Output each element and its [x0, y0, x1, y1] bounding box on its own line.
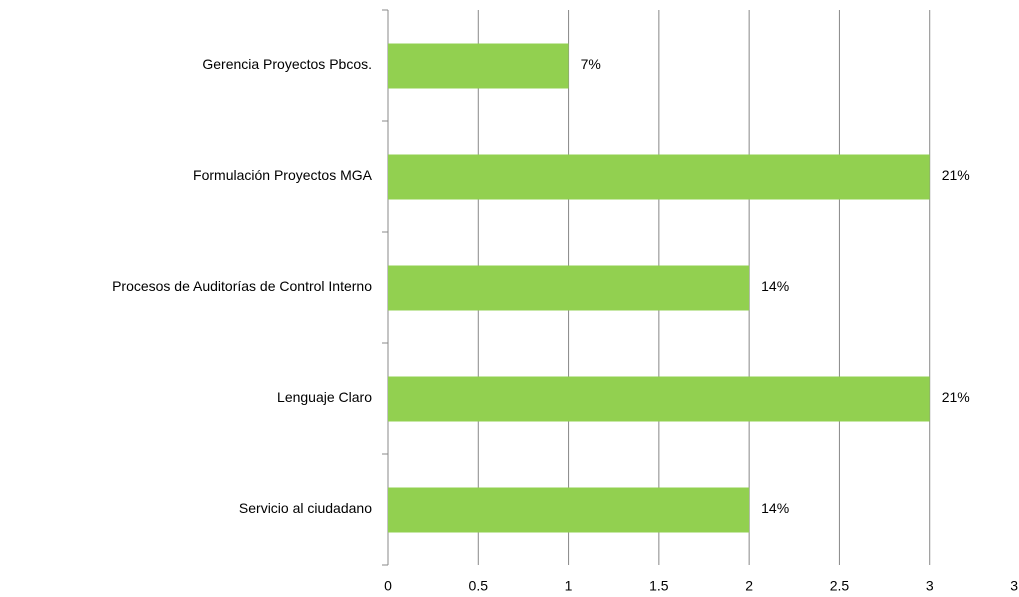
data-label: 14% — [761, 500, 789, 516]
data-label: 21% — [942, 167, 970, 183]
bar — [388, 154, 930, 200]
x-tick-label: 2 — [745, 578, 753, 594]
data-label: 21% — [942, 389, 970, 405]
x-tick-label: 1.5 — [649, 578, 669, 594]
y-tick-label: Procesos de Auditorías de Control Intern… — [112, 278, 372, 294]
x-tick-label: 1 — [565, 578, 573, 594]
y-tick-label: Lenguaje Claro — [277, 389, 372, 405]
data-label: 14% — [761, 278, 789, 294]
x-tick-label: 2.5 — [830, 578, 850, 594]
x-tick-label: 0.5 — [469, 578, 489, 594]
x-tick-label: 3.5 — [1010, 578, 1019, 594]
bar — [388, 265, 750, 311]
data-label: 7% — [581, 56, 601, 72]
bar — [388, 376, 930, 422]
bar — [388, 43, 569, 89]
x-tick-label: 0 — [384, 578, 392, 594]
y-tick-label: Gerencia Proyectos Pbcos. — [202, 56, 372, 72]
y-tick-label: Servicio al ciudadano — [239, 500, 372, 516]
bar — [388, 487, 750, 533]
y-tick-label: Formulación Proyectos MGA — [193, 167, 373, 183]
x-tick-label: 3 — [926, 578, 934, 594]
